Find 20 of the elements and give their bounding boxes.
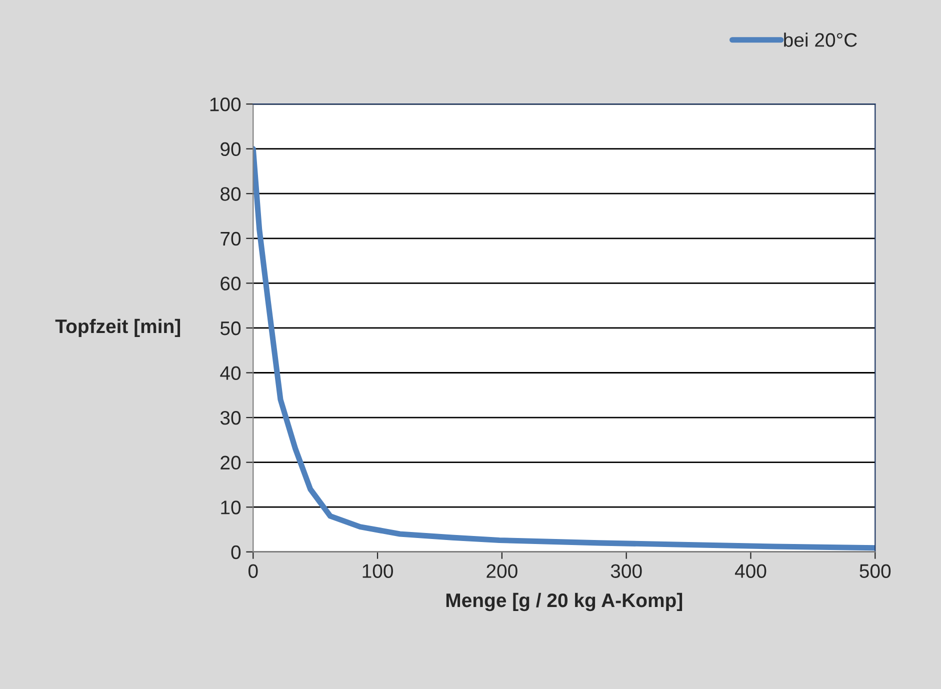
y-tick-label: 0: [231, 545, 241, 560]
x-tick-label: 400: [734, 564, 766, 578]
y-tick-label: 20: [220, 456, 241, 470]
x-tick-label: 0: [248, 564, 258, 578]
y-tick-label: 80: [220, 187, 241, 201]
x-tick-label: 300: [610, 564, 642, 578]
y-tick-label: 10: [221, 500, 241, 514]
y-tick-label: 60: [220, 276, 241, 290]
y-tick-label: 100: [210, 98, 241, 112]
y-axis-title: Topfzeit [min]: [55, 318, 180, 338]
y-tick-label: 70: [220, 232, 241, 246]
x-tick-label: 500: [860, 564, 891, 578]
x-axis-title: Menge [g / 20 kg A-Komp]: [446, 592, 682, 612]
y-tick-label: 40: [220, 366, 241, 380]
y-tick-label: 90: [220, 142, 241, 156]
y-tick-label: 30: [220, 411, 241, 425]
y-tick-label: 50: [220, 321, 241, 336]
legend-label: bei 20°C: [784, 32, 857, 47]
x-tick-label: 200: [486, 564, 518, 578]
x-tick-label: 100: [362, 564, 393, 578]
